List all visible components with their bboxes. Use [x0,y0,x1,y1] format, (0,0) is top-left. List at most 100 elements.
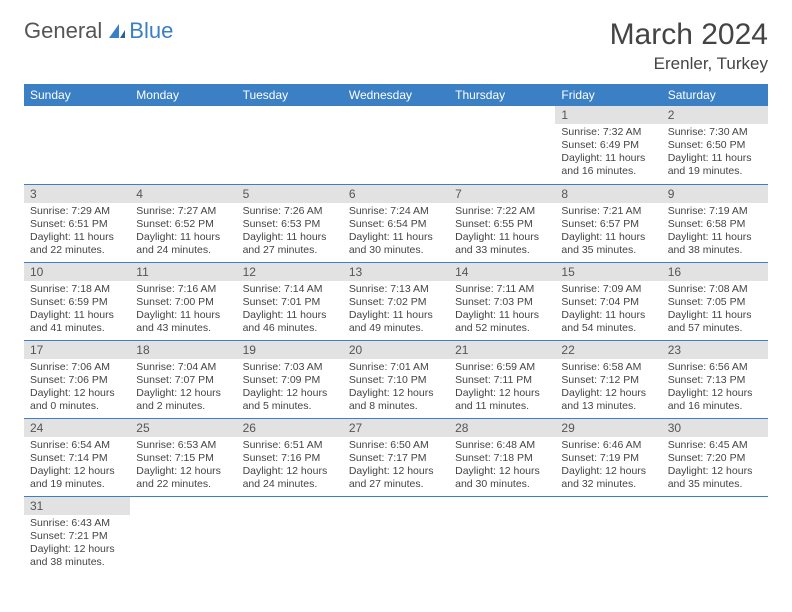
sunset-text: Sunset: 7:11 PM [455,374,549,387]
sunrise-text: Sunrise: 7:32 AM [561,126,655,139]
daylight-text: Daylight: 11 hours and 49 minutes. [349,309,443,335]
sunset-text: Sunset: 6:49 PM [561,139,655,152]
daylight-text: Daylight: 11 hours and 16 minutes. [561,152,655,178]
calendar-day-cell: 15Sunrise: 7:09 AMSunset: 7:04 PMDayligh… [555,262,661,340]
calendar-day-cell [237,496,343,574]
calendar-day-cell: 1Sunrise: 7:32 AMSunset: 6:49 PMDaylight… [555,106,661,184]
calendar-day-cell [343,106,449,184]
day-details: Sunrise: 7:04 AMSunset: 7:07 PMDaylight:… [130,359,236,418]
daylight-text: Daylight: 11 hours and 57 minutes. [668,309,762,335]
day-number: 30 [662,419,768,437]
sunset-text: Sunset: 6:55 PM [455,218,549,231]
day-number: 10 [24,263,130,281]
weekday-header: Friday [555,84,661,106]
weekday-header: Thursday [449,84,555,106]
day-details: Sunrise: 7:09 AMSunset: 7:04 PMDaylight:… [555,281,661,340]
day-number: 24 [24,419,130,437]
calendar-day-cell: 7Sunrise: 7:22 AMSunset: 6:55 PMDaylight… [449,184,555,262]
daylight-text: Daylight: 12 hours and 11 minutes. [455,387,549,413]
title-block: March 2024 Erenler, Turkey [610,18,768,74]
day-details: Sunrise: 7:13 AMSunset: 7:02 PMDaylight:… [343,281,449,340]
daylight-text: Daylight: 11 hours and 41 minutes. [30,309,124,335]
daylight-text: Daylight: 11 hours and 54 minutes. [561,309,655,335]
sunset-text: Sunset: 7:19 PM [561,452,655,465]
day-details: Sunrise: 7:11 AMSunset: 7:03 PMDaylight:… [449,281,555,340]
daylight-text: Daylight: 11 hours and 30 minutes. [349,231,443,257]
calendar-week-row: 31Sunrise: 6:43 AMSunset: 7:21 PMDayligh… [24,496,768,574]
calendar-day-cell: 9Sunrise: 7:19 AMSunset: 6:58 PMDaylight… [662,184,768,262]
sunrise-text: Sunrise: 7:16 AM [136,283,230,296]
sunset-text: Sunset: 7:03 PM [455,296,549,309]
sunrise-text: Sunrise: 6:53 AM [136,439,230,452]
sunrise-text: Sunrise: 6:54 AM [30,439,124,452]
day-number: 11 [130,263,236,281]
day-details: Sunrise: 7:27 AMSunset: 6:52 PMDaylight:… [130,203,236,262]
day-number: 22 [555,341,661,359]
calendar-week-row: 24Sunrise: 6:54 AMSunset: 7:14 PMDayligh… [24,418,768,496]
calendar-day-cell: 19Sunrise: 7:03 AMSunset: 7:09 PMDayligh… [237,340,343,418]
calendar-week-row: 1Sunrise: 7:32 AMSunset: 6:49 PMDaylight… [24,106,768,184]
sunset-text: Sunset: 7:21 PM [30,530,124,543]
sunset-text: Sunset: 7:05 PM [668,296,762,309]
day-details: Sunrise: 6:54 AMSunset: 7:14 PMDaylight:… [24,437,130,496]
weekday-header: Saturday [662,84,768,106]
day-details: Sunrise: 7:24 AMSunset: 6:54 PMDaylight:… [343,203,449,262]
day-details: Sunrise: 7:14 AMSunset: 7:01 PMDaylight:… [237,281,343,340]
sunrise-text: Sunrise: 7:29 AM [30,205,124,218]
day-details: Sunrise: 7:32 AMSunset: 6:49 PMDaylight:… [555,124,661,183]
calendar-day-cell: 27Sunrise: 6:50 AMSunset: 7:17 PMDayligh… [343,418,449,496]
daylight-text: Daylight: 12 hours and 35 minutes. [668,465,762,491]
calendar-day-cell: 23Sunrise: 6:56 AMSunset: 7:13 PMDayligh… [662,340,768,418]
weekday-header-row: Sunday Monday Tuesday Wednesday Thursday… [24,84,768,106]
day-details: Sunrise: 7:18 AMSunset: 6:59 PMDaylight:… [24,281,130,340]
sunset-text: Sunset: 7:01 PM [243,296,337,309]
calendar-day-cell: 11Sunrise: 7:16 AMSunset: 7:00 PMDayligh… [130,262,236,340]
daylight-text: Daylight: 12 hours and 13 minutes. [561,387,655,413]
sunrise-text: Sunrise: 7:03 AM [243,361,337,374]
calendar-day-cell [237,106,343,184]
sunset-text: Sunset: 6:50 PM [668,139,762,152]
day-details: Sunrise: 6:50 AMSunset: 7:17 PMDaylight:… [343,437,449,496]
day-number: 4 [130,185,236,203]
daylight-text: Daylight: 11 hours and 35 minutes. [561,231,655,257]
sunset-text: Sunset: 7:18 PM [455,452,549,465]
day-details: Sunrise: 6:56 AMSunset: 7:13 PMDaylight:… [662,359,768,418]
weekday-header: Wednesday [343,84,449,106]
day-number: 6 [343,185,449,203]
calendar-week-row: 3Sunrise: 7:29 AMSunset: 6:51 PMDaylight… [24,184,768,262]
weekday-header: Tuesday [237,84,343,106]
sail-icon [107,22,127,40]
sunrise-text: Sunrise: 7:30 AM [668,126,762,139]
sunset-text: Sunset: 7:00 PM [136,296,230,309]
day-number: 28 [449,419,555,437]
sunrise-text: Sunrise: 7:06 AM [30,361,124,374]
day-details: Sunrise: 6:48 AMSunset: 7:18 PMDaylight:… [449,437,555,496]
day-details: Sunrise: 7:01 AMSunset: 7:10 PMDaylight:… [343,359,449,418]
calendar-week-row: 17Sunrise: 7:06 AMSunset: 7:06 PMDayligh… [24,340,768,418]
daylight-text: Daylight: 12 hours and 5 minutes. [243,387,337,413]
day-details: Sunrise: 6:51 AMSunset: 7:16 PMDaylight:… [237,437,343,496]
day-number: 25 [130,419,236,437]
calendar-day-cell [130,106,236,184]
calendar-day-cell [555,496,661,574]
daylight-text: Daylight: 11 hours and 52 minutes. [455,309,549,335]
day-details: Sunrise: 6:45 AMSunset: 7:20 PMDaylight:… [662,437,768,496]
sunset-text: Sunset: 7:04 PM [561,296,655,309]
day-number: 7 [449,185,555,203]
sunset-text: Sunset: 6:57 PM [561,218,655,231]
sunset-text: Sunset: 6:53 PM [243,218,337,231]
calendar-day-cell: 22Sunrise: 6:58 AMSunset: 7:12 PMDayligh… [555,340,661,418]
day-details: Sunrise: 6:58 AMSunset: 7:12 PMDaylight:… [555,359,661,418]
calendar-day-cell [130,496,236,574]
calendar-day-cell: 18Sunrise: 7:04 AMSunset: 7:07 PMDayligh… [130,340,236,418]
day-details: Sunrise: 7:22 AMSunset: 6:55 PMDaylight:… [449,203,555,262]
day-details: Sunrise: 7:19 AMSunset: 6:58 PMDaylight:… [662,203,768,262]
daylight-text: Daylight: 12 hours and 27 minutes. [349,465,443,491]
daylight-text: Daylight: 12 hours and 16 minutes. [668,387,762,413]
sunrise-text: Sunrise: 7:26 AM [243,205,337,218]
daylight-text: Daylight: 12 hours and 0 minutes. [30,387,124,413]
sunset-text: Sunset: 6:51 PM [30,218,124,231]
daylight-text: Daylight: 12 hours and 2 minutes. [136,387,230,413]
sunrise-text: Sunrise: 7:09 AM [561,283,655,296]
daylight-text: Daylight: 11 hours and 27 minutes. [243,231,337,257]
